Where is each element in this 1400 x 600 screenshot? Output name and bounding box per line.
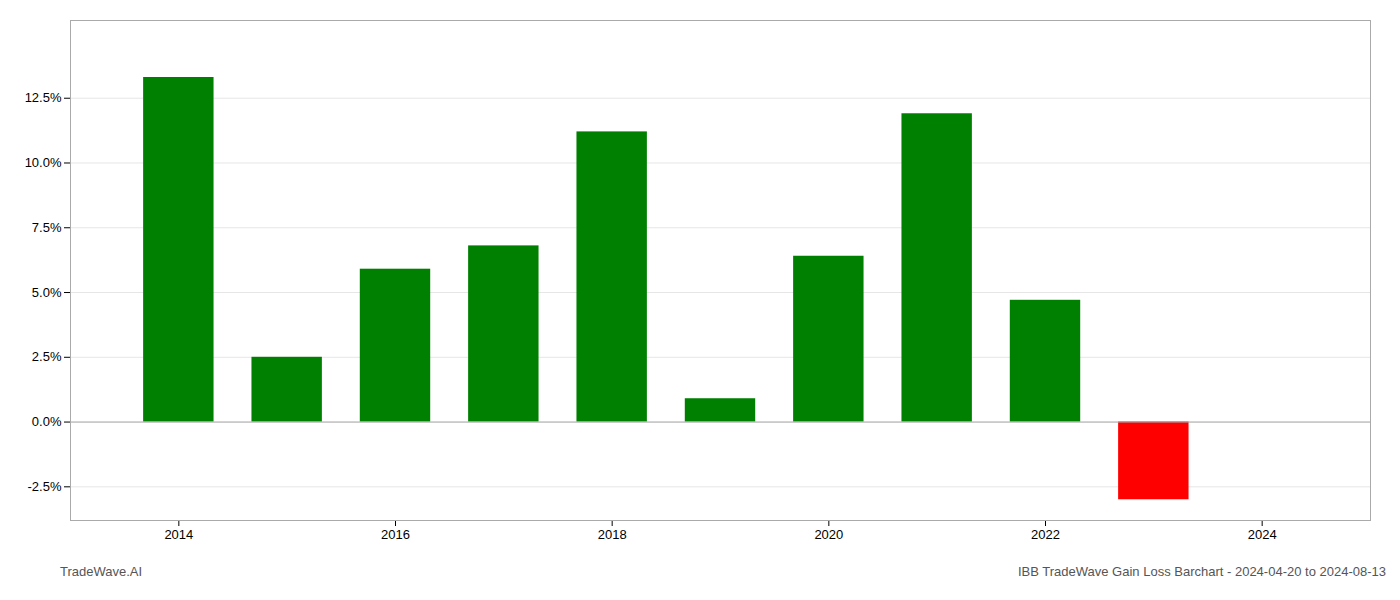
svg-text:5.0%: 5.0% — [32, 285, 62, 300]
svg-text:2.5%: 2.5% — [32, 349, 62, 364]
svg-text:2022: 2022 — [1031, 527, 1060, 542]
svg-text:12.5%: 12.5% — [25, 90, 62, 105]
svg-text:7.5%: 7.5% — [32, 220, 62, 235]
svg-text:-2.5%: -2.5% — [28, 479, 62, 494]
svg-text:0.0%: 0.0% — [32, 414, 62, 429]
svg-text:2016: 2016 — [381, 527, 410, 542]
svg-text:2014: 2014 — [164, 527, 193, 542]
svg-text:2018: 2018 — [598, 527, 627, 542]
html-text:IBB TradeWave Gain Loss Barcha: IBB TradeWave Gain Loss Barchart - 2024-… — [1017, 564, 1386, 579]
svg-text:2020: 2020 — [814, 527, 843, 542]
svg-text:10.0%: 10.0% — [25, 155, 62, 170]
svg-text:2024: 2024 — [1248, 527, 1277, 542]
html-text:TradeWave.AI: TradeWave.AI — [60, 564, 143, 579]
